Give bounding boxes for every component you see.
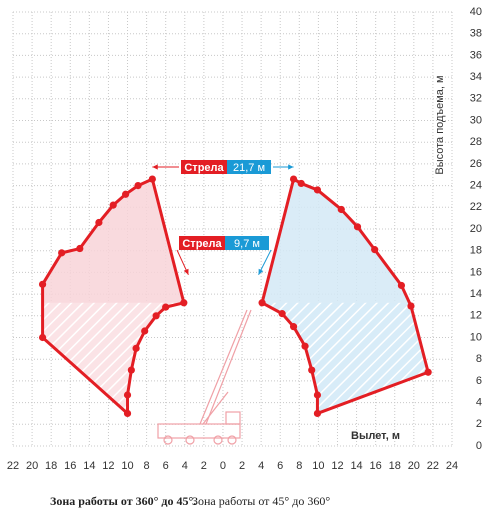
x-axis-label: Вылет, м <box>351 430 400 442</box>
x-tick-label: 12 <box>102 460 114 472</box>
x-tick-label: 2 <box>239 460 245 472</box>
x-tick-label: 6 <box>277 460 283 472</box>
point <box>297 179 305 188</box>
y-tick-label: 8 <box>476 353 482 365</box>
point <box>180 299 188 307</box>
y-tick-label: 24 <box>470 180 482 192</box>
caption-bold: Зона работы от 360° до 45°. <box>50 494 196 508</box>
annotation-value: 21,7 м <box>233 162 265 174</box>
annotation-label: Стрела <box>182 238 222 250</box>
arrow-head <box>258 268 264 275</box>
point <box>313 409 322 418</box>
arrow-head <box>288 164 294 170</box>
point <box>127 366 135 374</box>
point <box>289 175 298 183</box>
annotation-label: Стрела <box>184 162 224 174</box>
point <box>313 391 322 399</box>
x-tick-label: 6 <box>163 460 169 472</box>
x-tick-label: 24 <box>446 460 458 472</box>
x-tick-label: 0 <box>220 460 226 472</box>
y-tick-label: 18 <box>470 245 482 257</box>
x-tick-label: 4 <box>182 460 188 472</box>
x-tick-label: 10 <box>312 460 324 472</box>
point <box>337 205 345 214</box>
point <box>424 368 432 376</box>
y-tick-label: 28 <box>470 136 482 148</box>
point <box>132 344 140 352</box>
point <box>122 190 130 198</box>
y-tick-label: 0 <box>476 440 482 452</box>
crane-sketch <box>157 309 252 445</box>
arrow-head <box>152 164 158 170</box>
point <box>76 244 84 253</box>
y-tick-label: 36 <box>470 49 482 61</box>
annotation-value: 9,7 м <box>234 238 260 250</box>
y-axis-label: Высота подъема, м <box>434 75 446 174</box>
x-tick-label: 16 <box>370 460 382 472</box>
annotation-label-box <box>181 160 227 174</box>
x-tick-label: 20 <box>408 460 420 472</box>
annotation-value-box <box>225 236 269 250</box>
y-tick-label: 20 <box>470 223 482 235</box>
x-tick-label: 8 <box>144 460 150 472</box>
y-tick-label: 22 <box>470 201 482 213</box>
annotation-label-box <box>179 236 225 250</box>
point <box>152 312 160 320</box>
x-tick-label: 14 <box>350 460 362 472</box>
x-tick-label: 18 <box>45 460 57 472</box>
y-tick-label: 30 <box>470 114 482 126</box>
x-tick-label: 22 <box>7 460 19 472</box>
arrow-head <box>183 268 189 275</box>
point <box>289 323 298 331</box>
x-tick-label: 16 <box>64 460 76 472</box>
point <box>141 327 149 335</box>
x-tick-label: 18 <box>389 460 401 472</box>
x-tick-label: 20 <box>26 460 38 472</box>
y-tick-label: 2 <box>476 418 482 430</box>
x-tick-label: 22 <box>427 460 439 472</box>
point <box>134 182 142 190</box>
x-tick-label: 10 <box>121 460 133 472</box>
point <box>95 218 103 227</box>
point <box>123 409 132 418</box>
point <box>301 342 309 350</box>
point <box>371 246 379 254</box>
x-tick-label: 4 <box>258 460 264 472</box>
y-tick-label: 40 <box>470 6 482 18</box>
point <box>313 186 322 194</box>
point <box>162 303 170 311</box>
x-tick-label: 12 <box>331 460 343 472</box>
y-tick-label: 12 <box>470 310 482 322</box>
y-tick-label: 26 <box>470 158 482 170</box>
point <box>353 223 362 231</box>
y-tick-label: 4 <box>476 397 482 409</box>
point <box>397 281 406 290</box>
x-tick-label: 14 <box>83 460 95 472</box>
y-tick-label: 10 <box>470 331 482 343</box>
y-tick-label: 14 <box>470 288 482 300</box>
point <box>38 280 47 288</box>
x-tick-label: 8 <box>296 460 302 472</box>
y-tick-label: 6 <box>476 375 482 387</box>
point <box>109 201 117 209</box>
y-tick-label: 34 <box>470 71 482 83</box>
point <box>123 391 132 399</box>
annotation-value-box <box>227 160 271 174</box>
point <box>407 302 415 310</box>
point <box>308 366 316 374</box>
y-tick-label: 32 <box>470 93 482 105</box>
point <box>278 310 286 318</box>
x-tick-label: 2 <box>201 460 207 472</box>
y-tick-label: 38 <box>470 28 482 40</box>
point <box>38 333 47 342</box>
point <box>258 299 266 307</box>
point <box>58 249 66 257</box>
y-tick-label: 16 <box>470 266 482 278</box>
point <box>148 175 156 183</box>
caption: Зона работы от 45° до 360° <box>192 494 330 508</box>
